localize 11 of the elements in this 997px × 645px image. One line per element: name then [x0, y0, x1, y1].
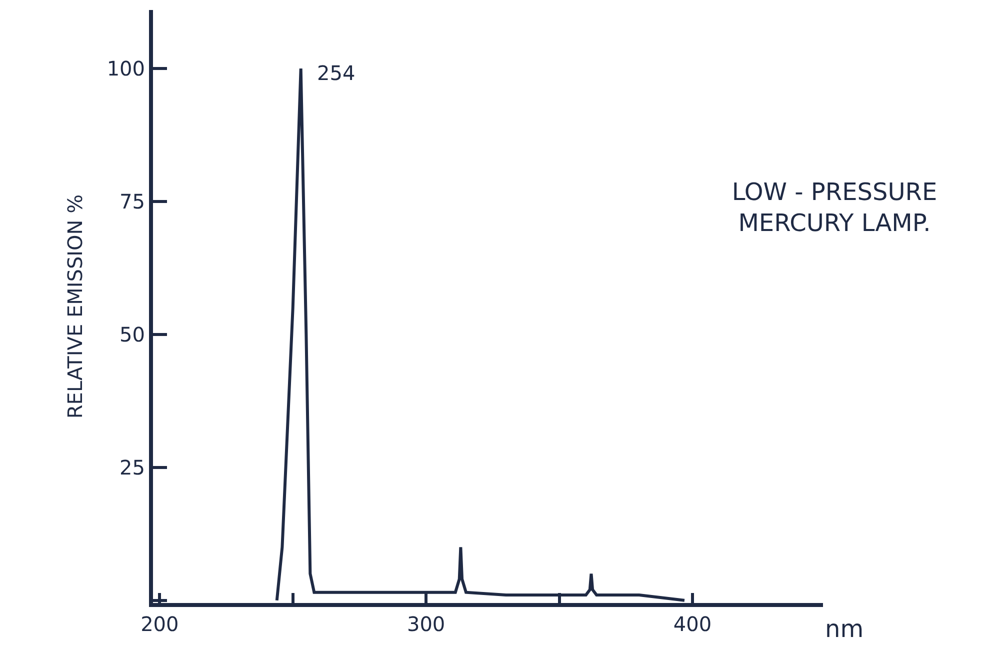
text: LOW - PRESSURE MERCURY LAMP.: [732, 178, 938, 238]
annotation: 254: [317, 61, 356, 85]
y-tick-label: 75: [120, 189, 145, 214]
x-axis-title: nm: [825, 615, 864, 643]
x-tick-label: 200: [140, 612, 179, 636]
y-axis-title: RELATIVE EMISSION %: [62, 194, 87, 419]
y-tick-label: 100: [106, 56, 145, 80]
x-tick-label: 300: [406, 612, 446, 636]
x-tick-label: 400: [673, 612, 712, 636]
y-tick-label: 50: [120, 322, 145, 346]
y-tick-label: 25: [120, 455, 145, 480]
